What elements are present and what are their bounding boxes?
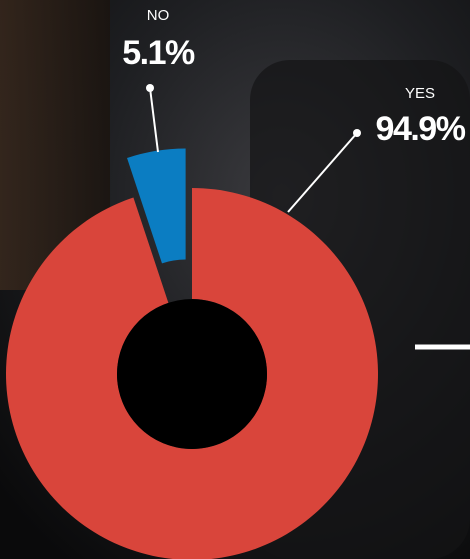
leader-dot xyxy=(146,84,154,92)
slice xyxy=(127,148,186,264)
slice xyxy=(6,188,378,559)
value-label: 94.9% xyxy=(376,110,466,148)
labels: NO 5.1% YES 94.9% xyxy=(122,7,467,213)
donut xyxy=(6,148,378,559)
category-label: NO xyxy=(147,7,170,24)
category-label: YES xyxy=(405,85,435,102)
leader-dot xyxy=(353,129,361,137)
leader-line xyxy=(149,87,159,153)
leader-line xyxy=(287,132,358,213)
donut-hole xyxy=(117,299,267,449)
value-label: 5.1% xyxy=(122,34,195,72)
